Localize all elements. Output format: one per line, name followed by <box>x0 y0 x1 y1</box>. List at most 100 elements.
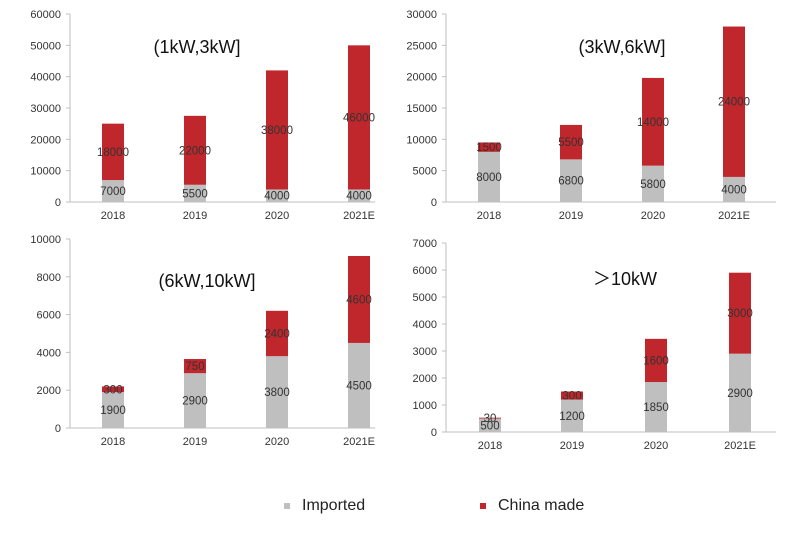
y-tick-label: 10000 <box>30 234 61 246</box>
data-label-imported: 3800 <box>264 387 290 399</box>
bar-china-made <box>184 115 206 185</box>
y-tick-label: 1000 <box>413 400 437 412</box>
bar-imported <box>560 159 582 202</box>
data-label-china-made: 300 <box>562 391 581 403</box>
y-tick-label: 4000 <box>37 347 61 359</box>
chart-title: (1kW,3kW] <box>153 37 240 57</box>
x-tick-label: 2021E <box>343 210 375 222</box>
y-tick-label: 40000 <box>30 72 61 84</box>
x-tick-label: 2020 <box>644 440 668 452</box>
data-label-imported: 1200 <box>559 411 585 423</box>
y-tick-label: 20000 <box>406 72 437 84</box>
bar-imported <box>348 189 370 202</box>
y-tick-label: 5000 <box>413 292 437 304</box>
y-tick-label: 2000 <box>413 373 437 385</box>
bar-china-made <box>723 26 745 177</box>
bar-imported <box>102 392 124 428</box>
data-label-imported: 5800 <box>640 179 666 191</box>
y-tick-label: 0 <box>431 197 437 209</box>
y-tick-label: 50000 <box>30 40 61 52</box>
bar-imported <box>723 176 745 202</box>
y-tick-label: 8000 <box>37 272 61 284</box>
bar-china-made <box>102 386 124 393</box>
data-label-china-made: 46000 <box>343 112 375 124</box>
y-tick-label: 0 <box>55 197 61 209</box>
chart-title: (3kW,6kW] <box>578 37 665 57</box>
chart-title: ＞10kW <box>593 269 657 289</box>
bar-imported <box>729 353 751 432</box>
legend-swatch-imported <box>284 503 290 509</box>
bar-china-made <box>478 142 500 152</box>
y-tick-label: 3000 <box>413 346 437 358</box>
y-tick-label: 5000 <box>413 166 437 178</box>
bar-china-made <box>348 256 370 343</box>
bar-imported <box>642 165 664 202</box>
y-tick-label: 2000 <box>37 385 61 397</box>
bar-imported <box>478 151 500 202</box>
bar-china-made <box>561 391 583 400</box>
x-tick-label: 2020 <box>641 210 665 222</box>
data-label-imported: 1900 <box>100 405 126 417</box>
y-tick-label: 0 <box>55 423 61 435</box>
chart-title: (6kW,10kW] <box>158 271 255 291</box>
y-tick-label: 30000 <box>406 9 437 21</box>
y-tick-label: 10000 <box>406 134 437 146</box>
data-label-china-made: 1500 <box>476 142 502 154</box>
bar-china-made <box>348 45 370 190</box>
data-label-china-made: 2400 <box>264 329 290 341</box>
bar-china-made <box>645 338 667 383</box>
data-label-imported: 1850 <box>643 402 669 414</box>
bar-china-made <box>266 310 288 357</box>
bar-imported <box>184 373 206 428</box>
data-label-imported: 7000 <box>100 186 126 198</box>
data-label-imported: 6800 <box>558 176 584 188</box>
data-label-china-made: 18000 <box>97 147 129 159</box>
x-tick-label: 2021E <box>718 210 750 222</box>
y-tick-label: 15000 <box>406 103 437 115</box>
bar-imported <box>561 399 583 432</box>
y-tick-label: 20000 <box>30 134 61 146</box>
data-label-imported: 5500 <box>182 188 208 200</box>
data-label-china-made: 300 <box>103 384 122 396</box>
legend-label-imported: Imported <box>302 497 366 514</box>
data-label-imported: 4000 <box>264 191 290 203</box>
x-tick-label: 2021E <box>343 436 375 448</box>
bar-imported <box>266 189 288 202</box>
x-tick-label: 2018 <box>101 210 125 222</box>
x-tick-label: 2018 <box>477 210 501 222</box>
y-tick-label: 4000 <box>413 319 437 331</box>
y-tick-label: 7000 <box>413 238 437 250</box>
x-tick-label: 2019 <box>560 440 584 452</box>
y-tick-label: 60000 <box>30 9 61 21</box>
bar-imported <box>266 356 288 428</box>
data-label-china-made: 750 <box>185 361 204 373</box>
data-label-china-made: 14000 <box>637 117 669 129</box>
x-tick-label: 2018 <box>478 440 502 452</box>
data-label-imported: 8000 <box>476 172 502 184</box>
data-label-imported: 4000 <box>346 191 372 203</box>
x-tick-label: 2018 <box>101 436 125 448</box>
y-tick-label: 25000 <box>406 40 437 52</box>
bar-china-made <box>184 359 206 374</box>
legend-china-made: China made <box>480 497 584 515</box>
x-tick-label: 2020 <box>265 210 289 222</box>
bar-china-made <box>560 124 582 160</box>
x-tick-label: 2019 <box>559 210 583 222</box>
legend-swatch-china-made <box>480 503 486 509</box>
bar-china-made <box>266 70 288 190</box>
x-tick-label: 2019 <box>183 436 207 448</box>
data-label-imported: 4000 <box>721 184 747 196</box>
data-label-china-made: 30 <box>484 413 497 425</box>
chart-panel-1: 0 10000 20000 30000 40000 50000 60000 (1kW,3kW]… <box>30 9 375 222</box>
data-label-china-made: 4600 <box>346 294 372 306</box>
bar-china-made <box>642 77 664 166</box>
data-label-china-made: 22000 <box>179 145 211 157</box>
bar-imported <box>102 180 124 202</box>
data-label-imported: 2900 <box>727 388 753 400</box>
data-label-imported: 4500 <box>346 380 372 392</box>
bar-china-made <box>729 272 751 354</box>
x-tick-label: 2020 <box>265 436 289 448</box>
y-tick-label: 10000 <box>30 166 61 178</box>
bar-imported <box>479 418 501 432</box>
